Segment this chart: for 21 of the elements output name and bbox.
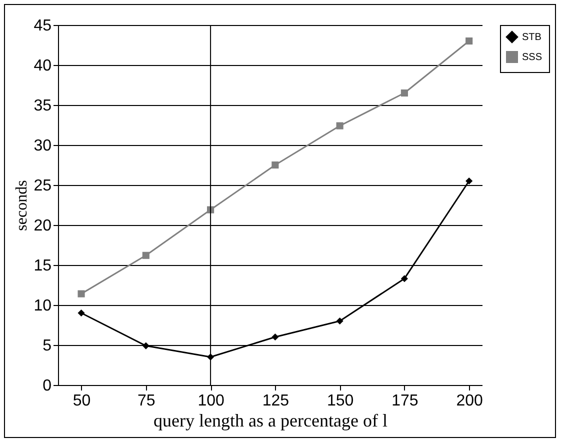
y-tick-label: 30	[34, 138, 52, 154]
y-tick-label: 20	[34, 218, 52, 234]
y-tick-label: 10	[34, 298, 52, 314]
y-axis-title: seconds	[14, 180, 31, 231]
y-tick-label: 5	[42, 338, 52, 354]
x-tick-label: 150	[326, 392, 354, 410]
x-tick-label: 175	[392, 392, 418, 410]
x-tick-label: 75	[138, 392, 156, 410]
y-tick-label: 45	[34, 18, 52, 34]
legend-label: SSS	[522, 52, 542, 63]
y-tick-label: 15	[34, 258, 52, 274]
legend-label: STB	[522, 32, 542, 43]
x-tick-label: 100	[198, 392, 224, 410]
x-tick-label: 200	[456, 392, 484, 410]
y-tick-label: 35	[34, 98, 52, 114]
y-tick-label: 40	[34, 58, 52, 74]
x-axis-title: query length as a percentage of l	[154, 410, 388, 430]
y-tick-label: 0	[42, 378, 52, 394]
x-tick-label: 125	[262, 392, 290, 410]
x-tick-label: 50	[72, 392, 91, 410]
y-tick-label: 25	[34, 178, 52, 194]
